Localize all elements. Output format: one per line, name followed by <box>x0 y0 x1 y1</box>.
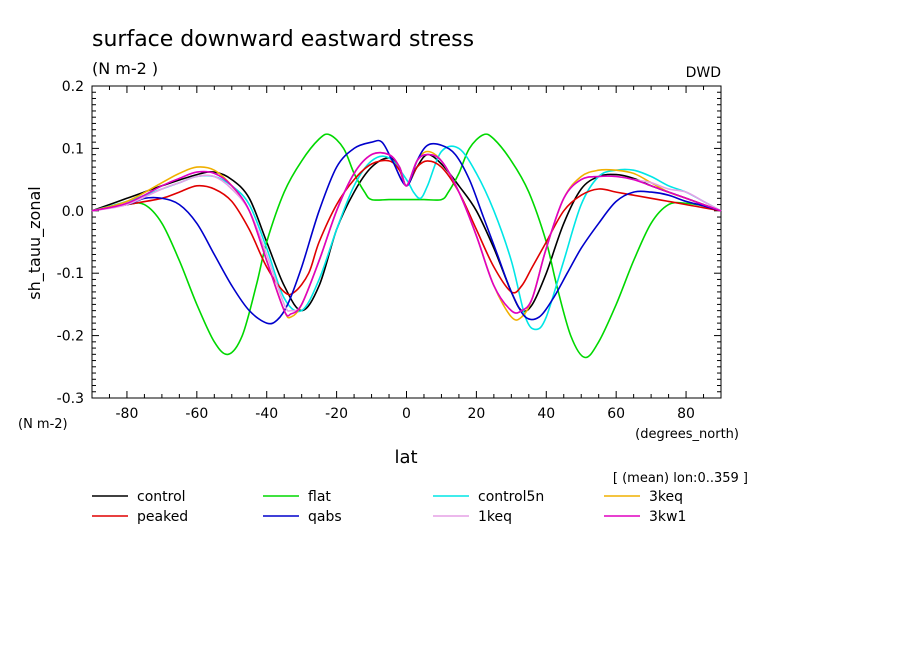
y-tick-label: -0.2 <box>57 329 84 345</box>
plot-frame <box>91 85 722 399</box>
x-tick-label: 0 <box>402 406 411 422</box>
x-tick-label: 20 <box>467 406 485 422</box>
x-axis-units: (degrees_north) <box>635 427 739 442</box>
y-tick-label: 0.2 <box>62 79 84 95</box>
legend-label-control: control <box>137 489 186 505</box>
legend-label-3kw1: 3kw1 <box>649 509 686 525</box>
x-tick-labels: -80 -60 -40 -20 0 20 40 60 80 <box>116 406 695 422</box>
x-tick-label: -80 <box>116 406 139 422</box>
legend-label-qabs: qabs <box>308 509 342 525</box>
x-tick-label: 40 <box>537 406 555 422</box>
x-tick-label: -20 <box>325 406 348 422</box>
series-line-flat <box>91 133 722 359</box>
y-tick-labels: -0.3 -0.2 -0.1 0.0 0.1 0.2 <box>57 79 84 407</box>
y-tick-label: 0.0 <box>62 204 84 220</box>
series-line-control5n <box>91 145 722 331</box>
source-label: DWD <box>686 65 721 81</box>
series-line-3kw1 <box>91 151 722 317</box>
legend-label-3keq: 3keq <box>649 489 683 505</box>
legend-label-1keq: 1keq <box>478 509 512 525</box>
x-tick-label: 60 <box>607 406 625 422</box>
x-tick-label: -40 <box>255 406 278 422</box>
legend-label-flat: flat <box>308 489 331 505</box>
x-tick-label: -60 <box>185 406 208 422</box>
legend-label-control5n: control5n <box>478 489 544 505</box>
averaging-note: [ (mean) lon:0..359 ] <box>613 471 748 486</box>
y-axis-units: (N m-2) <box>18 417 68 432</box>
y-tick-label: -0.3 <box>57 391 84 407</box>
y-tick-label: -0.1 <box>57 266 84 282</box>
chart-title: surface downward eastward stress <box>92 27 474 52</box>
y-tick-label: 0.1 <box>62 141 84 157</box>
series-lines <box>91 133 722 359</box>
series-line-qabs <box>91 139 722 325</box>
x-tick-label: 80 <box>677 406 695 422</box>
series-line-peaked <box>91 159 722 296</box>
y-axis-label: sh_tauu_zonal <box>25 186 45 299</box>
axis-ticks <box>91 85 722 399</box>
legend-label-peaked: peaked <box>137 509 188 525</box>
chart-subtitle: (N m-2 ) <box>92 59 158 78</box>
x-axis-label: lat <box>394 447 417 468</box>
legend: control peaked flat qabs control5n 1keq 3keq 3k… <box>92 489 686 525</box>
